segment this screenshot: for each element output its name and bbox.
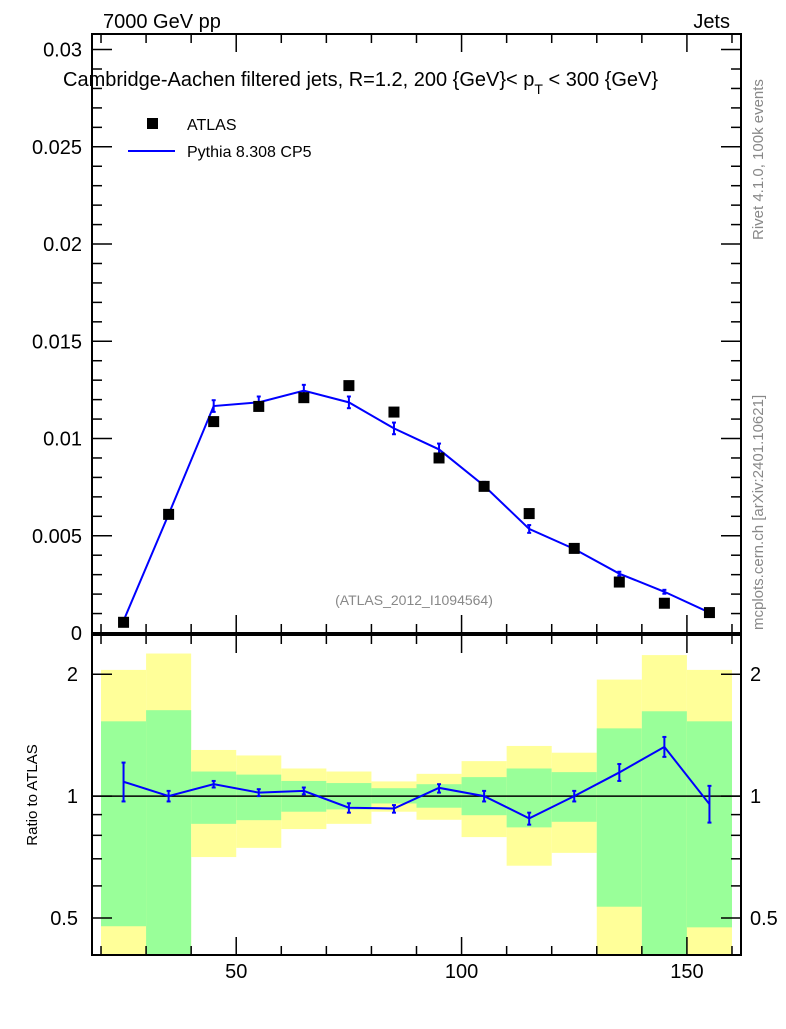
band-inner-bin: [146, 710, 192, 955]
x-tick-label: 150: [670, 961, 703, 983]
axis-ticks: 50 100 150 0 0.005 0.01 0.015 0.02 0.025 0.03 0.5 0…: [32, 34, 778, 983]
band-inner-bin: [101, 721, 147, 927]
band-inner-bin: [236, 774, 282, 821]
atlas-data-point: [208, 416, 220, 428]
band-inner-bin: [686, 721, 732, 928]
atlas-data-point: [118, 616, 130, 628]
y-tick-label: 0.025: [32, 137, 82, 159]
x-tick-label: 50: [225, 961, 247, 983]
ratio-y-tick-label-left: 2: [67, 664, 78, 686]
mcplots-text: mcplots.cern.ch [arXiv:2401.10621]: [750, 395, 767, 630]
marks: [118, 380, 715, 826]
rivet-version-text: Rivet 4.1.0, 100k events: [750, 79, 767, 240]
main-frame: [91, 33, 742, 634]
band-inner-bin: [596, 728, 642, 907]
ratio-y-tick-label-left: 1: [67, 786, 78, 808]
ratio-frame: [91, 634, 742, 956]
y-tick-label: 0.005: [32, 526, 82, 548]
analysis-watermark: (ATLAS_2012_I1094564): [335, 592, 493, 608]
legend-pythia-label: Pythia 8.308 CP5: [187, 144, 312, 161]
atlas-data-point: [523, 508, 535, 520]
atlas-data-point: [253, 400, 265, 412]
ratio-y-tick-label-right: 2: [750, 664, 761, 686]
atlas-data-point: [613, 576, 625, 588]
legend-atlas-marker: [147, 118, 158, 129]
ratio-line: [123, 745, 711, 820]
ratio-y-tick-label-right: 0.5: [750, 908, 778, 930]
legend-atlas-label: ATLAS: [187, 117, 237, 134]
ratio-ylabel: Ratio to ATLAS: [24, 744, 41, 845]
ratio-y-tick-label-left: 0.5: [50, 908, 78, 930]
atlas-data-point: [388, 406, 400, 418]
y-tick-label: 0.015: [32, 331, 82, 353]
y-tick-label: 0.01: [43, 429, 82, 451]
atlas-data-point: [343, 380, 355, 392]
atlas-data-point: [433, 452, 445, 464]
y-tick-label: 0.02: [43, 234, 82, 256]
atlas-data-point: [298, 392, 310, 404]
atlas-data-point: [568, 542, 580, 554]
atlas-data-point: [658, 597, 670, 609]
header-left: 7000 GeV pp: [103, 11, 221, 33]
atlas-data-point: [703, 607, 715, 619]
y-tick-label: 0: [71, 623, 82, 645]
band-inner-bin: [191, 771, 237, 824]
y-tick-label: 0.03: [43, 40, 82, 62]
atlas-data-point: [163, 508, 175, 520]
pythia-line: [122, 389, 710, 622]
atlas-data-point: [478, 480, 490, 492]
ratio-y-tick-label-right: 1: [750, 786, 761, 808]
plot-title: Cambridge-Aachen filtered jets, R=1.2, 2…: [63, 69, 658, 97]
x-tick-label: 100: [445, 961, 478, 983]
header-right: Jets: [693, 11, 730, 33]
